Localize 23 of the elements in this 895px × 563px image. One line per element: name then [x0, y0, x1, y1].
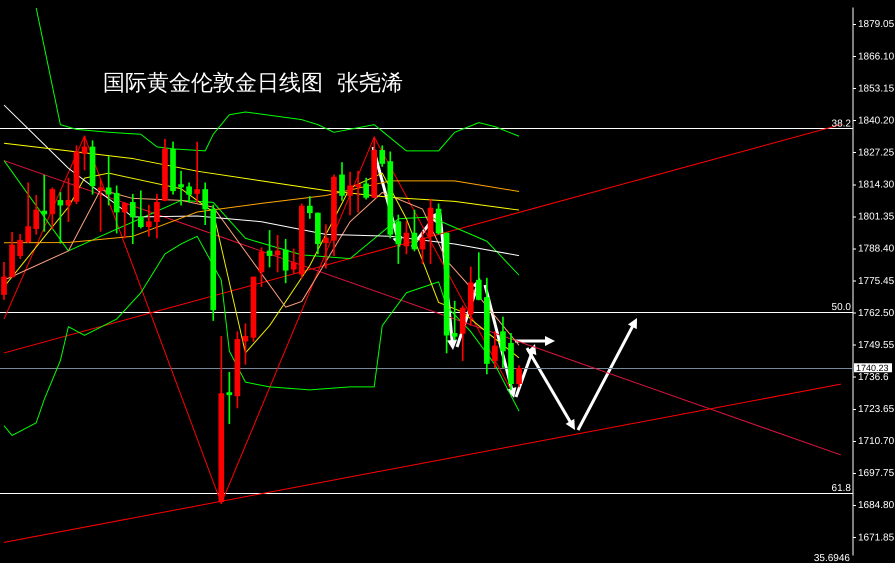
y-tick-label: 1697.75 [858, 468, 895, 480]
ref-line-label: 1740.23 [856, 363, 889, 374]
y-tick-label: 1710.70 [858, 436, 895, 448]
annotation: 35.6946 [814, 553, 850, 563]
y-tick-label: 1684.80 [858, 500, 895, 512]
y-tick-label: 1671.85 [858, 532, 895, 544]
y-tick-label: 1827.25 [858, 147, 895, 158]
y-tick-label: 1853.15 [858, 83, 895, 94]
annotation: 50.0 [832, 302, 852, 314]
y-tick-label: 1749.55 [858, 340, 895, 351]
y-tick-label: 1814.30 [858, 180, 895, 191]
y-tick-label: 1723.65 [858, 404, 895, 416]
annotation: 38.2 [832, 118, 852, 130]
y-tick-label: 1801.35 [858, 212, 895, 223]
text: 国际黄金伦敦金日线图 张尧浠 [103, 70, 403, 98]
y-tick-label: 1879.05 [858, 19, 895, 30]
annotation: 61.8 [832, 482, 852, 494]
y-tick-label: 1762.50 [858, 308, 895, 319]
y-tick-label: 1866.10 [858, 51, 895, 62]
y-tick-label: 1788.40 [858, 244, 895, 255]
y-tick-label: 1775.45 [858, 276, 895, 287]
y-tick-label: 1736.6 [858, 372, 890, 383]
y-tick-label: 1840.20 [858, 115, 895, 126]
